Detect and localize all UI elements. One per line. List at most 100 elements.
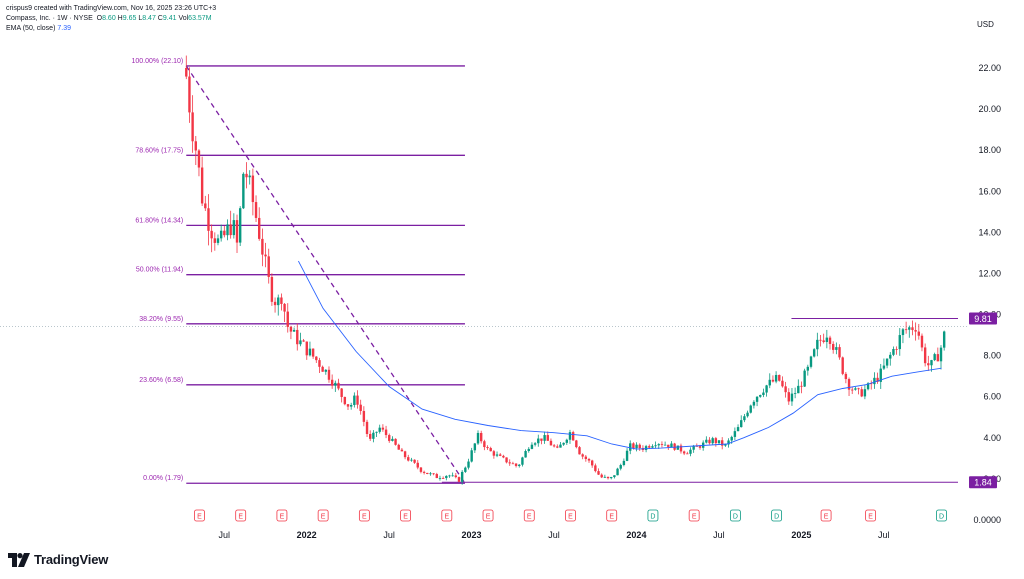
current-price-tag-text: 9.81 [974, 314, 992, 324]
candle-body [806, 366, 810, 371]
event-marker [771, 509, 783, 522]
candle-body [835, 347, 838, 350]
candle-body [483, 441, 486, 448]
candle-body [486, 447, 489, 449]
candle-body [816, 339, 819, 350]
candle-body [213, 238, 217, 243]
candle-body [305, 341, 308, 356]
y-tick-label: 14.00 [978, 227, 1001, 237]
candle-body [698, 446, 702, 448]
candle-body [324, 369, 328, 372]
candle-body [800, 385, 803, 387]
candle-body [914, 330, 917, 332]
candle-body [629, 443, 632, 451]
candle-body [470, 450, 473, 462]
candle-body [280, 297, 283, 304]
candle-body [873, 377, 876, 385]
candle-body [565, 439, 569, 443]
candle-body [438, 478, 442, 479]
candle-body [632, 443, 635, 449]
candle-body [242, 173, 245, 209]
candle-body [692, 446, 695, 450]
candle-body [460, 471, 464, 482]
candle-body [543, 435, 546, 441]
fib-level-label: 23.60% (6.58) [139, 377, 183, 384]
event-marker [441, 509, 453, 522]
candle-body [375, 431, 378, 433]
y-tick-label: 8.00 [983, 351, 1001, 361]
open-label: O [96, 15, 103, 22]
candle-body [660, 444, 664, 445]
candle-body [708, 439, 711, 444]
y-tick-label: 0.0000 [973, 515, 1001, 525]
candle-body [879, 368, 882, 382]
event-marker [482, 509, 494, 522]
candle-body [749, 405, 752, 413]
candle-body [759, 395, 762, 397]
candle-body [762, 392, 765, 396]
candle-body [927, 363, 930, 366]
high-label: H [117, 15, 123, 22]
candle-body [844, 373, 848, 380]
candle-body [682, 451, 686, 454]
event-marker [358, 509, 370, 522]
candle-body [743, 416, 746, 421]
y-tick-label: 20.00 [978, 104, 1001, 114]
event-marker-letter: E [824, 514, 829, 521]
y-tick-label: 22.00 [978, 63, 1001, 73]
candle-body [356, 395, 359, 405]
candle-body [870, 383, 873, 385]
candle-body [210, 230, 213, 239]
candle-body [851, 389, 854, 391]
candle-body [584, 456, 588, 459]
candle-body [625, 450, 629, 461]
low-label: L [138, 15, 143, 22]
candle-body [889, 354, 892, 359]
event-marker [565, 509, 576, 522]
candle-body [841, 357, 844, 374]
event-marker-letter: E [568, 514, 573, 521]
candle-body [863, 389, 867, 397]
candle-body [397, 444, 400, 450]
candle-body [327, 369, 331, 380]
candle-body [746, 412, 749, 417]
candle-body [781, 380, 784, 387]
candle-body [752, 401, 756, 406]
candle-body [499, 454, 502, 456]
candle-body [197, 150, 201, 168]
candle-body [346, 404, 350, 407]
candle-body [613, 475, 616, 478]
candle-body [904, 329, 908, 331]
event-marker-letter: D [650, 514, 655, 521]
candle-body [521, 457, 524, 465]
candle-body [479, 432, 483, 442]
candle-body [562, 442, 565, 445]
candle-body [369, 433, 372, 439]
event-marker [235, 509, 247, 522]
event-marker-letter: E [238, 514, 243, 521]
candle-body [854, 388, 857, 390]
tradingview-logo[interactable]: TradingView [8, 552, 108, 567]
candle-body [790, 393, 794, 402]
candle-body [378, 427, 381, 432]
candle-body [299, 340, 302, 345]
candle-body [635, 444, 638, 449]
candle-body [495, 454, 499, 456]
candle-body [812, 349, 816, 357]
volume-label: Vol [178, 15, 189, 22]
candle-body [337, 382, 340, 389]
y-tick-label: 4.00 [983, 433, 1001, 443]
candle-body [705, 439, 708, 443]
candle-body [809, 356, 813, 367]
candle-body [822, 340, 825, 342]
candle-body [432, 473, 435, 475]
y-tick-label: 6.00 [983, 392, 1001, 402]
currency-label[interactable]: USD [977, 20, 994, 29]
candle-body [270, 276, 274, 302]
candle-body [727, 440, 730, 445]
candle-body [667, 444, 670, 448]
candle-body [895, 349, 898, 350]
event-marker-letter: E [527, 514, 532, 521]
event-marker-letter: E [321, 514, 326, 521]
